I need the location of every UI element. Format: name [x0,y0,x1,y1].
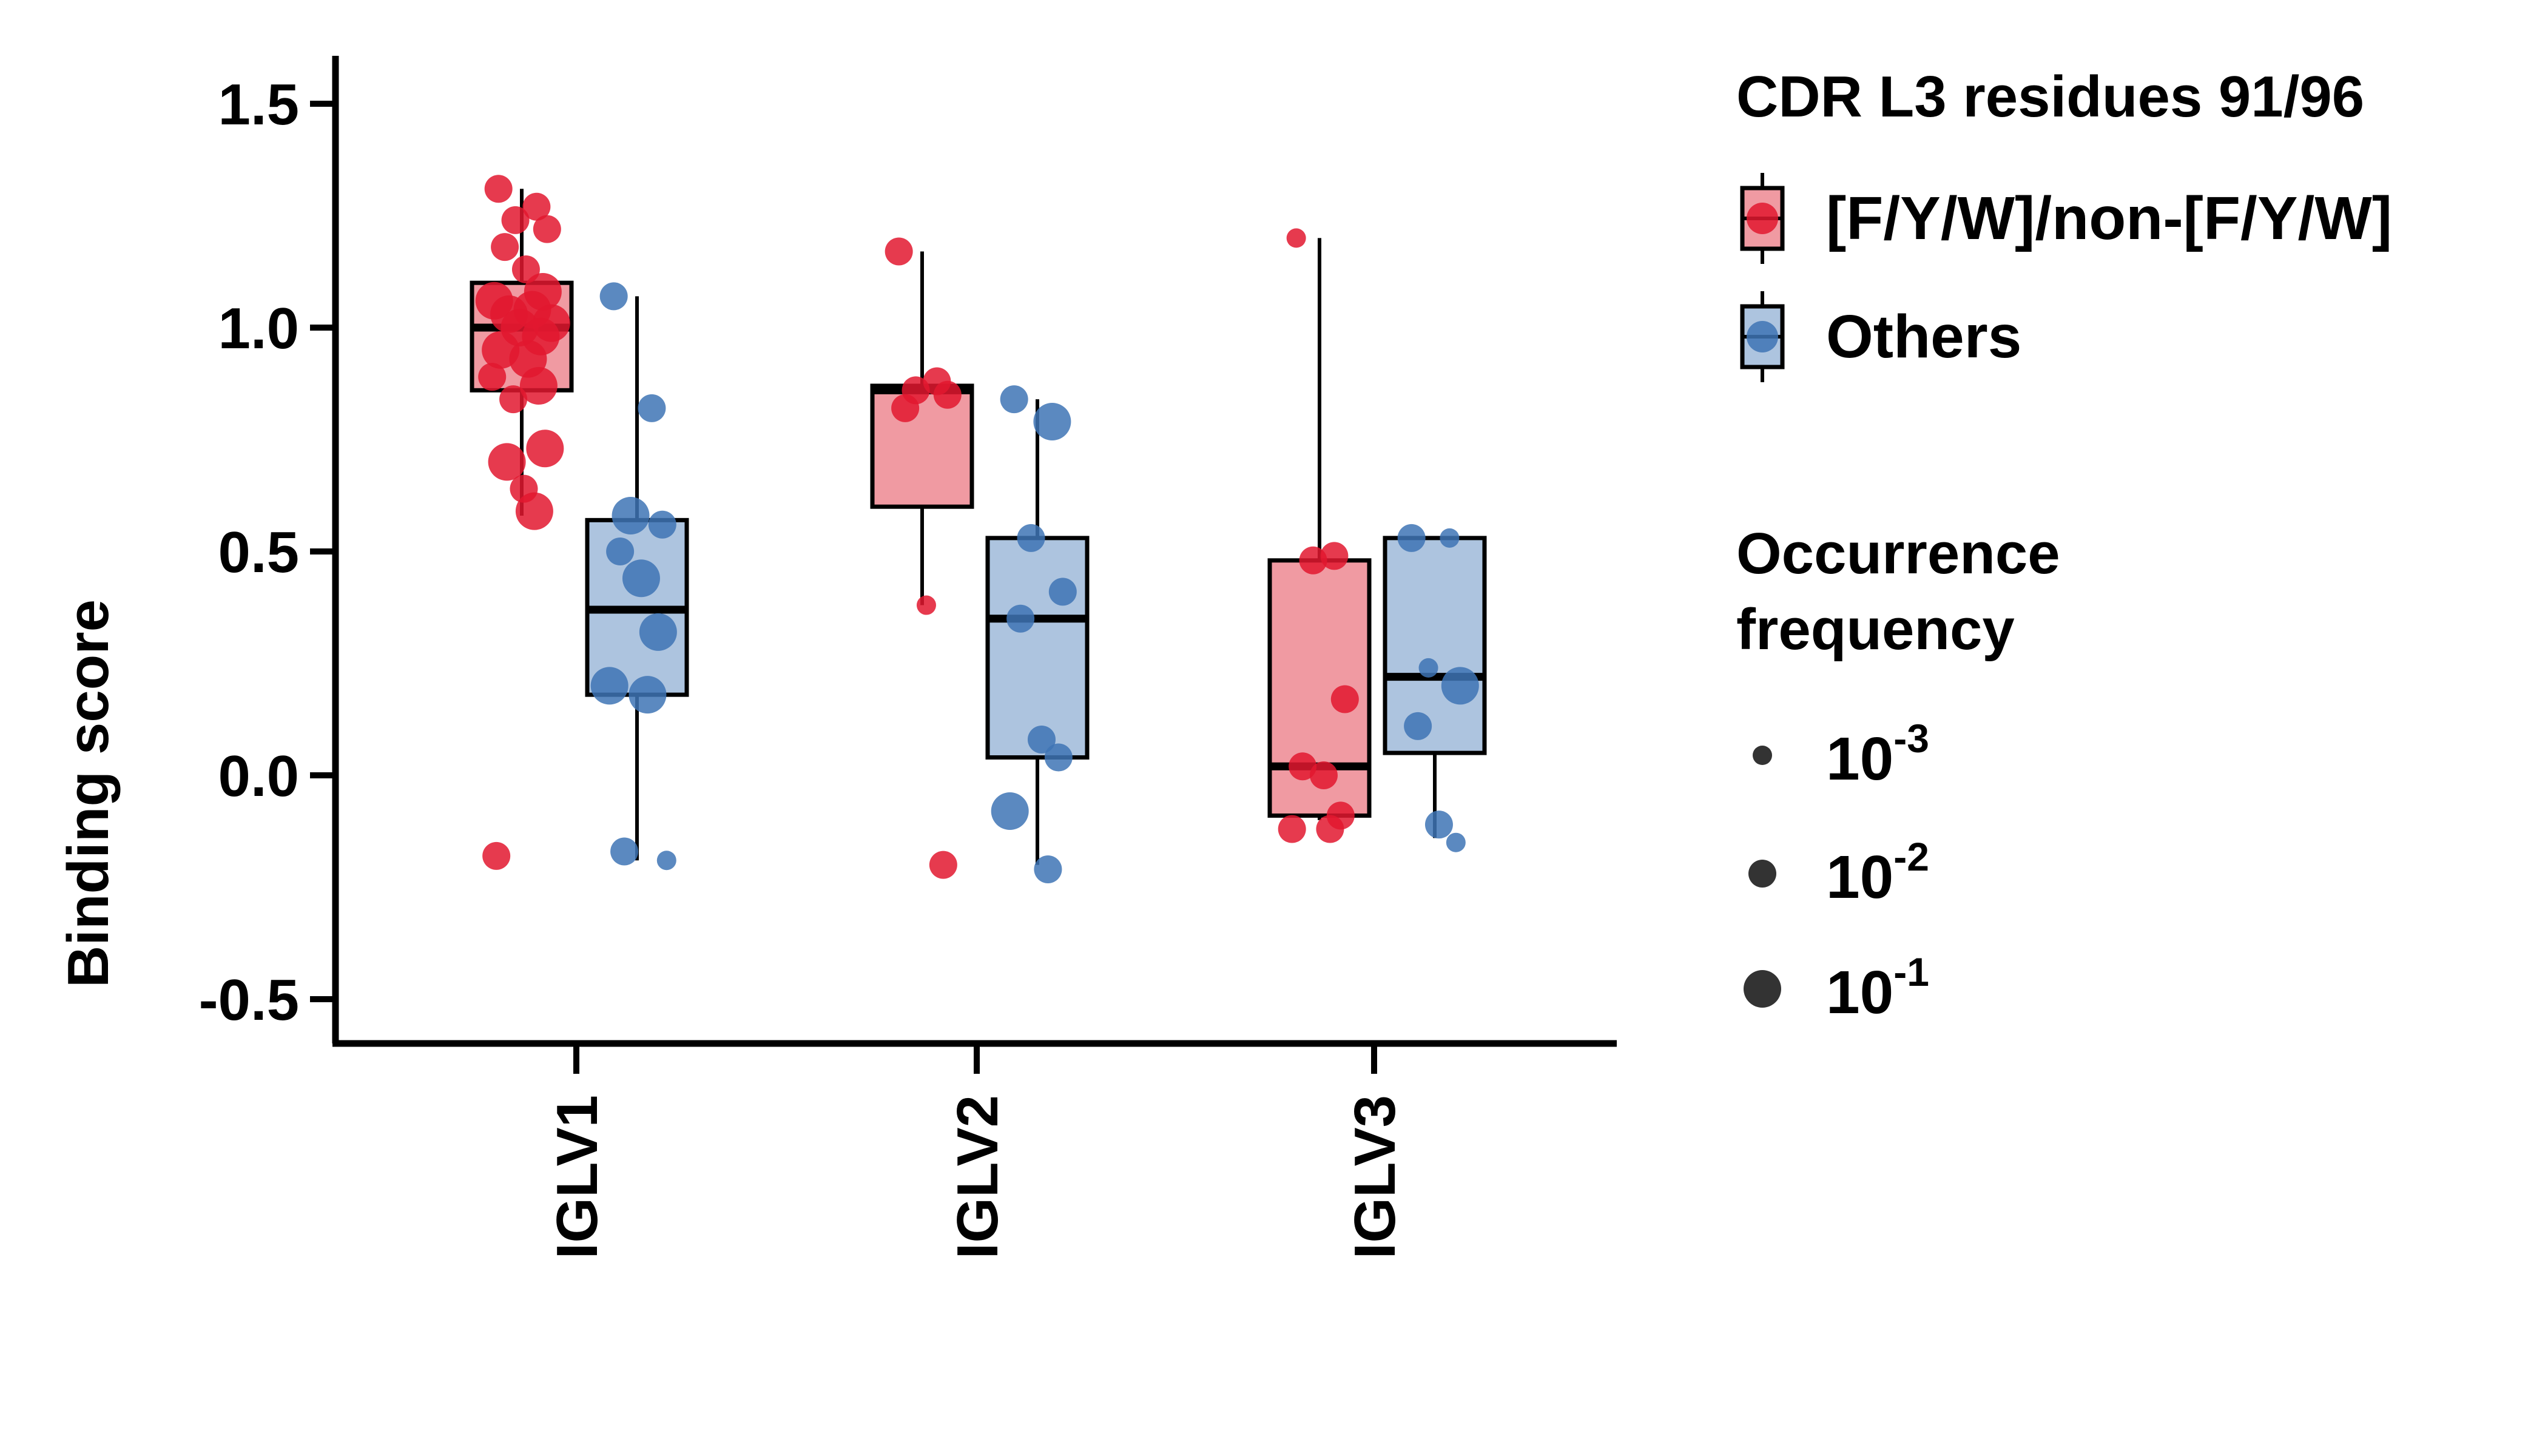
data-point [482,841,511,870]
data-point [622,559,660,598]
y-tick-label: 0.5 [218,520,299,585]
box-group [585,282,689,871]
data-point [488,443,526,481]
data-point [478,363,507,391]
y-axis: -0.5 0.0 0.5 1.0 1.5 [199,56,339,1043]
x-tick-label: IGLV1 [545,1095,610,1259]
legend-group-title: CDR L3 residues 91/96 [1736,64,2364,129]
legend-size-point [1744,970,1781,1008]
data-point [933,380,962,409]
data-point [1397,524,1426,552]
data-point [1446,832,1466,852]
legend-size-exponent: -2 [1893,834,1929,879]
legend-size-title: Occurrence [1736,521,2060,586]
data-point [501,206,530,234]
data-point [1033,402,1071,440]
legend-size-exponent: -1 [1893,949,1929,994]
legend-label: Others [1826,303,2021,371]
data-point [1418,658,1438,678]
data-point [612,496,650,534]
data-point [1289,752,1317,781]
data-point [1424,811,1453,839]
plot-area [470,175,1487,883]
box-group [470,175,574,870]
legend-label: [F/Y/W]/non-[F/Y/W] [1826,184,2392,252]
y-tick-label: 1.5 [218,72,299,137]
legend-item-fyw: [F/Y/W]/non-[F/Y/W] [1740,173,2392,264]
data-point [522,192,551,221]
data-point [1299,546,1327,575]
data-point [599,282,628,311]
data-point [519,366,558,405]
data-point [1278,815,1306,843]
data-point [885,237,913,266]
legend-group-items: [F/Y/W]/non-[F/Y/W] Others [1740,173,2392,382]
data-point [1006,604,1035,633]
data-point [1044,743,1073,772]
data-point [648,510,676,539]
legend-size-label: 10-3 [1826,716,1929,793]
data-point [1048,578,1077,606]
box [1383,536,1487,755]
data-point [929,851,957,879]
data-point [656,851,676,871]
data-point [638,394,666,422]
box-group [870,237,974,879]
y-tick-label: -0.5 [199,968,299,1033]
legend: CDR L3 residues 91/96 [F/Y/W]/non-[F/Y/W… [1736,64,2392,1026]
box-group [985,385,1090,883]
y-tick-label: 1.0 [218,296,299,361]
legend-size-label: 10-2 [1826,834,1929,911]
legend-size-point [1753,746,1772,765]
data-point [1034,855,1062,883]
data-point [1316,815,1344,843]
data-point [533,215,561,243]
data-point [916,595,936,615]
legend-size-items: 10-3 10-2 10-1 [1744,716,1929,1026]
data-point [526,430,564,468]
legend-size-point [1748,860,1776,888]
data-point [491,233,519,261]
data-point [639,613,677,651]
data-point [590,667,629,705]
legend-size-exponent: -3 [1893,716,1929,761]
data-point [891,394,920,422]
data-point [1286,228,1306,248]
data-point [499,385,528,414]
data-point [1441,667,1479,705]
data-point [1404,712,1432,740]
data-point [610,837,639,866]
legend-size-item: 10-3 [1753,716,1929,793]
data-point [629,676,667,714]
legend-size-item: 10-1 [1744,949,1929,1026]
data-point [1330,685,1359,713]
data-point [1017,524,1045,552]
legend-size-title-line2: frequency [1736,597,2015,662]
data-point [1000,385,1028,414]
x-axis: IGLV1 IGLV2 IGLV3 [332,1040,1617,1259]
data-point [1309,761,1338,789]
legend-size-item: 10-2 [1748,834,1929,911]
data-point [1440,528,1460,548]
box-group [1383,524,1487,852]
data-point [1320,542,1349,570]
data-point [991,792,1029,831]
y-axis-label: Binding score [56,599,121,988]
legend-point [1747,321,1778,352]
box [985,536,1090,760]
data-point [606,538,635,565]
data-point [484,175,513,203]
box-group [1267,228,1372,843]
x-tick-label: IGLV3 [1343,1095,1407,1259]
legend-size-label: 10-1 [1826,949,1929,1026]
legend-item-others: Others [1740,291,2021,382]
x-tick-label: IGLV2 [945,1095,1010,1259]
data-point [515,492,553,530]
legend-point [1747,203,1778,234]
data-point [1027,725,1056,753]
y-tick-label: 0.0 [218,744,299,809]
